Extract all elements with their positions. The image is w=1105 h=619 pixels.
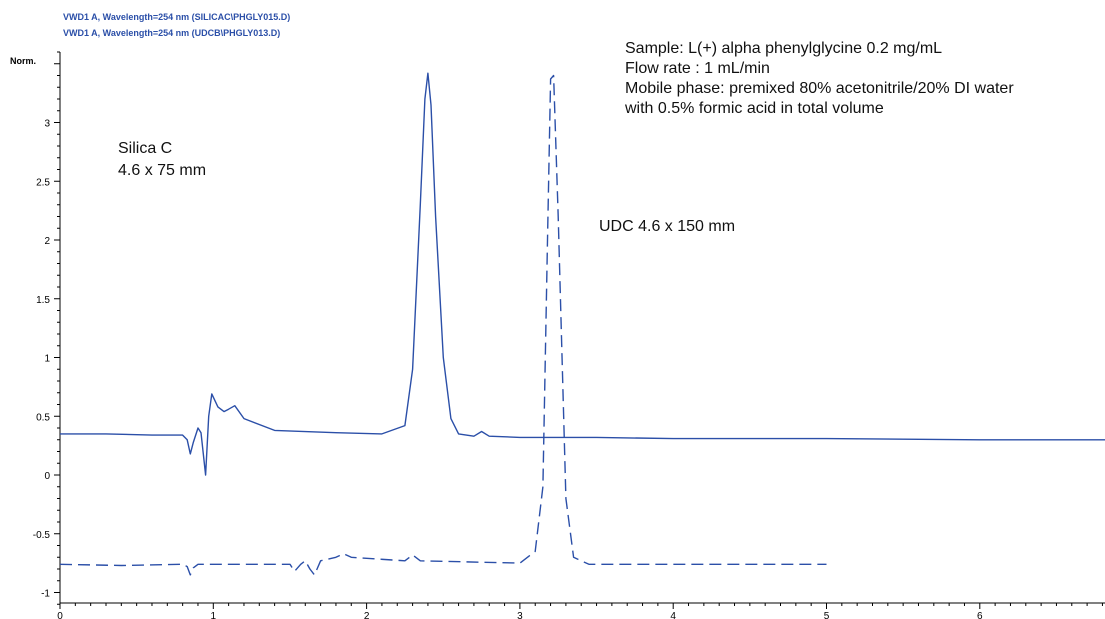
conditions-line-4: with 0.5% formic acid in total volume [624, 100, 884, 117]
y-tick-label: -0.5 [33, 530, 51, 541]
y-tick-label: 3 [44, 119, 50, 130]
udc-trace [59, 74, 827, 576]
y-tick-label: -1 [41, 589, 50, 600]
silica-c-label-line-2: 4.6 x 75 mm [118, 162, 206, 179]
conditions-line-1: Sample: L(+) alpha phenylglycine 0.2 mg/… [625, 40, 942, 57]
y-tick-label: 2 [44, 236, 50, 247]
x-ticks: 0 1 2 3 4 5 6 [57, 603, 1103, 619]
x-tick-label: 0 [57, 611, 63, 619]
x-tick-label: 1 [211, 611, 217, 619]
header-line-1: VWD1 A, Wavelength=254 nm (SILICAC\PHGLY… [63, 12, 290, 22]
conditions-line-3: Mobile phase: premixed 80% acetonitrile/… [625, 80, 1014, 97]
y-tick-label: 1.5 [36, 295, 50, 306]
x-tick-label: 4 [670, 611, 676, 619]
plot-area [59, 72, 1105, 576]
x-tick-label: 6 [977, 611, 983, 619]
x-tick-label: 5 [824, 611, 830, 619]
udc-label: UDC 4.6 x 150 mm [599, 218, 735, 235]
y-tick-label: 0 [44, 471, 50, 482]
y-tick-label: 0.5 [36, 412, 50, 423]
x-tick-label: 2 [364, 611, 370, 619]
y-axis-label: Norm. [10, 56, 36, 66]
conditions-line-2: Flow rate : 1 mL/min [625, 60, 770, 77]
silica-c-trace [60, 72, 1105, 476]
y-ticks: -1 -0.5 0 0.5 1 1.5 2 2.5 3 [33, 51, 60, 605]
y-tick-label: 1 [44, 354, 50, 365]
silica-c-label-line-1: Silica C [118, 140, 172, 157]
y-tick-label: 2.5 [36, 177, 50, 188]
header-line-2: VWD1 A, Wavelength=254 nm (UDCB\PHGLY013… [63, 28, 280, 38]
x-tick-label: 3 [517, 611, 523, 619]
